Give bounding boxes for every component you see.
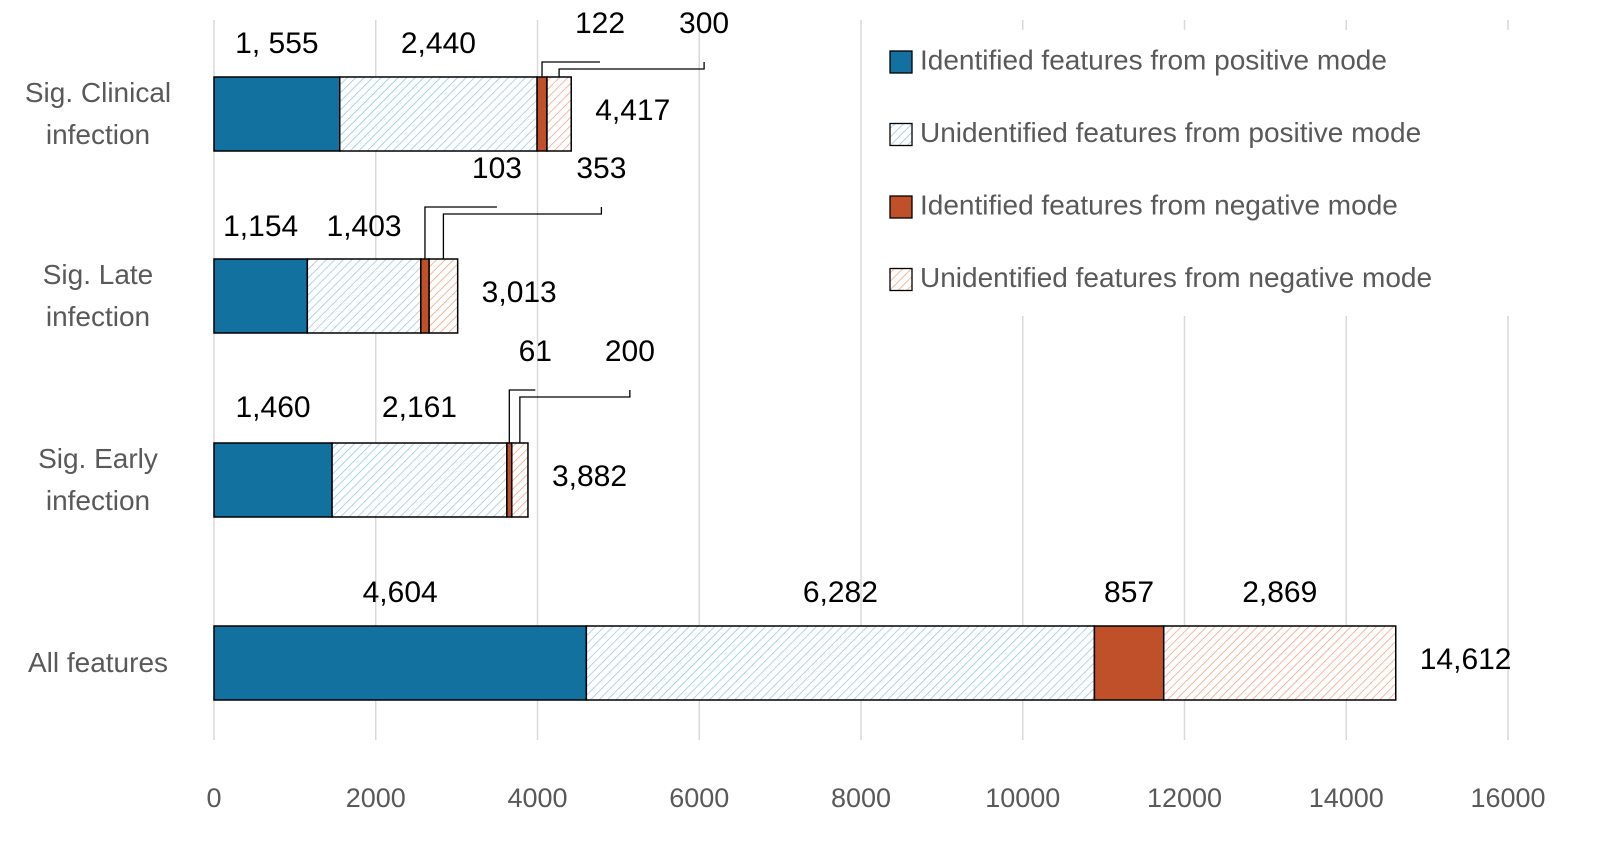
total-label: 14,612 bbox=[1420, 643, 1512, 676]
bar-segment bbox=[213, 625, 588, 701]
data-label: 1, 555 bbox=[235, 27, 318, 60]
data-label: 2,869 bbox=[1242, 576, 1317, 609]
legend-swatch bbox=[889, 195, 913, 219]
data-label: 1,154 bbox=[223, 210, 298, 243]
legend-swatch bbox=[889, 267, 913, 292]
bar-segment bbox=[339, 76, 538, 152]
x-tick-label: 8000 bbox=[831, 783, 891, 813]
total-label: 3,013 bbox=[482, 276, 557, 309]
leader-line bbox=[541, 61, 601, 77]
legend-swatch bbox=[889, 122, 913, 147]
legend-label: Unidentified features from positive mode bbox=[920, 117, 1421, 148]
data-label: 2,440 bbox=[401, 27, 476, 60]
total-label: 4,417 bbox=[595, 94, 670, 127]
x-tick-label: 12000 bbox=[1147, 783, 1222, 813]
category-label: Sig. Late infection bbox=[42, 259, 154, 332]
bar-segment bbox=[1162, 625, 1397, 701]
data-label: 300 bbox=[679, 7, 729, 40]
bar-segment bbox=[585, 625, 1096, 701]
data-label: 4,604 bbox=[363, 576, 438, 609]
legend-label: Identified features from negative mode bbox=[920, 189, 1398, 220]
leader-line bbox=[508, 389, 536, 443]
category-label: All features bbox=[27, 647, 169, 678]
bar-segment bbox=[306, 258, 422, 334]
data-label: 61 bbox=[519, 335, 552, 368]
data-label: 122 bbox=[575, 7, 625, 40]
data-label: 6,282 bbox=[803, 576, 878, 609]
leader-line bbox=[558, 62, 705, 77]
data-label: 1,460 bbox=[235, 391, 310, 424]
bar-segment bbox=[428, 258, 459, 334]
x-tick-label: 14000 bbox=[1309, 783, 1384, 813]
category-label: Sig. Clinical infection bbox=[24, 77, 172, 150]
x-tick-label: 6000 bbox=[669, 783, 729, 813]
bar-segment bbox=[511, 442, 529, 518]
bar-segment bbox=[213, 442, 333, 518]
data-label: 1,403 bbox=[327, 210, 402, 243]
category-label: Sig. Early infection bbox=[38, 443, 158, 516]
bar-segment bbox=[420, 258, 430, 334]
data-label: 200 bbox=[605, 335, 655, 368]
legend-box bbox=[880, 30, 1512, 316]
bar-segment bbox=[1093, 625, 1165, 701]
data-label: 353 bbox=[576, 152, 626, 185]
leader-line bbox=[519, 390, 631, 443]
leader-line bbox=[424, 206, 497, 259]
x-tick-label: 4000 bbox=[507, 783, 567, 813]
bar-segment bbox=[536, 76, 548, 152]
total-label: 3,882 bbox=[552, 460, 627, 493]
bar-segment bbox=[546, 76, 572, 152]
bar-segment bbox=[331, 442, 508, 518]
legend-label: Unidentified features from negative mode bbox=[920, 262, 1432, 293]
x-tick-label: 16000 bbox=[1470, 783, 1545, 813]
x-tick-label: 0 bbox=[206, 783, 221, 813]
data-label: 857 bbox=[1104, 576, 1154, 609]
leader-line bbox=[442, 207, 603, 259]
bar-segment bbox=[213, 76, 341, 152]
x-tick-label: 10000 bbox=[985, 783, 1060, 813]
data-label: 103 bbox=[472, 152, 522, 185]
bar-segment bbox=[213, 258, 309, 334]
legend-swatch bbox=[889, 50, 913, 74]
data-label: 2,161 bbox=[382, 391, 457, 424]
legend-label: Identified features from positive mode bbox=[920, 44, 1387, 75]
x-tick-label: 2000 bbox=[346, 783, 406, 813]
